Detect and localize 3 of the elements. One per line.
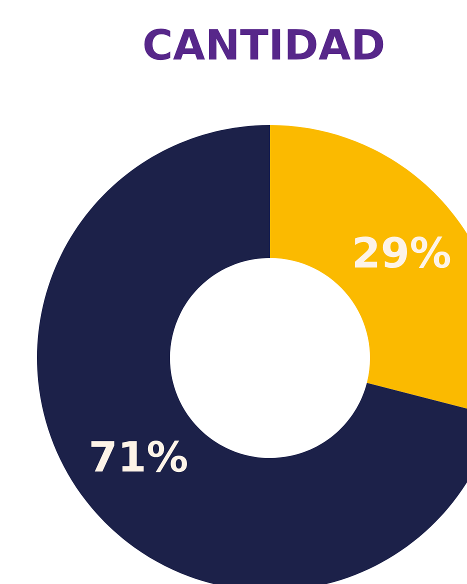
chart-title: CANTIDAD bbox=[144, 28, 384, 60]
data-label: 71% bbox=[91, 440, 187, 472]
data-label: 29% bbox=[354, 236, 450, 268]
